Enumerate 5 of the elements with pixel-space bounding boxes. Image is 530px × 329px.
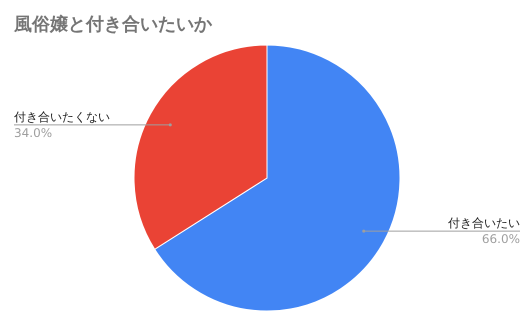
slice-label: 付き合いたくない — [13, 110, 110, 124]
slice-label: 付き合いたい — [447, 216, 520, 230]
data-label: 34.0% — [14, 126, 52, 140]
chart-title: 風俗嬢と付き合いたいか — [13, 14, 213, 35]
data-label: 66.0% — [482, 232, 520, 246]
